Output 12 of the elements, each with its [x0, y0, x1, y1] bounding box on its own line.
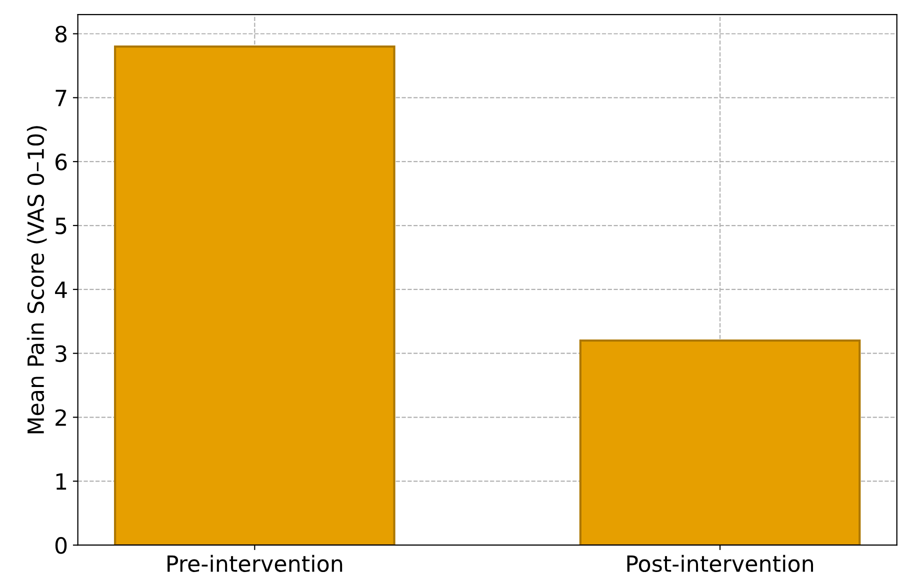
- y-tick-label: 7: [56, 90, 66, 106]
- y-axis-title: Mean Pain Score (VAS 0–10): [26, 126, 47, 434]
- y-tick-label: 2: [56, 409, 66, 426]
- y-tick-label: 0: [55, 537, 67, 554]
- y-tick-label: 4: [55, 282, 67, 298]
- x-tick-label: Post-intervention: [627, 554, 814, 572]
- y-tick-label: 5: [56, 218, 66, 234]
- y-tick-label: 3: [56, 345, 66, 362]
- y-tick-label: 6: [56, 154, 67, 170]
- y-tick-label: 8: [55, 26, 67, 43]
- x-tick-label: Pre-intervention: [168, 554, 342, 572]
- y-tick-label: 1: [56, 473, 66, 490]
